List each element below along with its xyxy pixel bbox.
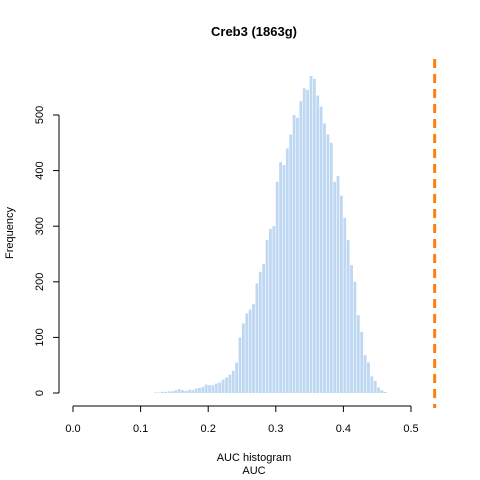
histogram-bar xyxy=(329,142,333,393)
histogram-bar xyxy=(377,387,380,393)
histogram-bar xyxy=(245,313,249,393)
histogram-bar xyxy=(235,362,239,393)
histogram-bar xyxy=(154,392,157,394)
histogram-bar xyxy=(262,264,266,393)
histogram-bar xyxy=(340,195,343,393)
histogram-bar xyxy=(306,89,309,393)
histogram-bar xyxy=(353,281,357,393)
histogram-bar xyxy=(208,385,211,393)
histogram-bar xyxy=(201,386,205,393)
y-axis-label: Frequency xyxy=(4,207,16,259)
histogram-bar xyxy=(221,379,225,393)
histogram-bar xyxy=(299,101,303,393)
histogram-bar xyxy=(292,115,296,393)
histogram-bar xyxy=(265,240,269,393)
histogram-bar xyxy=(214,383,218,393)
histogram-bar xyxy=(346,240,350,393)
histogram-bar xyxy=(225,377,228,393)
y-tick-label: 300 xyxy=(34,217,46,235)
histogram-bar xyxy=(302,88,306,393)
histogram-bar xyxy=(252,304,255,393)
histogram-bar xyxy=(336,176,340,393)
histogram-bar xyxy=(184,390,188,393)
histogram-bar xyxy=(187,389,191,393)
histogram-bar xyxy=(312,78,316,394)
histogram-bar xyxy=(326,134,330,393)
histogram-bar xyxy=(323,123,326,393)
histogram-bar xyxy=(238,337,242,393)
histogram-bar xyxy=(204,384,208,393)
histogram-bar xyxy=(198,388,201,393)
histogram-bar xyxy=(167,391,171,393)
chart-title: Creb3 (1863g) xyxy=(211,24,297,39)
y-tick-label: 400 xyxy=(34,161,46,179)
histogram-bar xyxy=(255,283,259,393)
histogram-bar xyxy=(309,76,313,393)
x-tick-label: 0.4 xyxy=(336,423,351,435)
histogram-bar xyxy=(275,181,279,393)
y-tick-label: 200 xyxy=(34,273,46,291)
x-tick-label: 0.3 xyxy=(268,423,283,435)
histogram-bar xyxy=(367,362,370,393)
histogram-bar xyxy=(285,148,289,393)
histogram-bar xyxy=(258,271,262,393)
histogram-bar xyxy=(157,392,161,394)
histogram-bar xyxy=(319,106,323,393)
histogram-bar xyxy=(350,265,353,393)
x-tick-label: 0.1 xyxy=(133,423,148,435)
y-tick-label: 0 xyxy=(34,390,46,396)
x-axis: 0.0 0.1 0.2 0.3 0.4 0.5 xyxy=(65,405,419,435)
histogram-bar xyxy=(289,134,293,393)
x-tick-label: 0.5 xyxy=(403,423,418,435)
histogram-bar xyxy=(380,390,384,393)
x-axis-label-line2: AUC xyxy=(242,465,265,477)
x-tick-label: 0.0 xyxy=(65,423,80,435)
y-axis: 0 100 200 300 400 500 xyxy=(34,106,60,396)
histogram-bar xyxy=(211,385,215,393)
y-tick-label: 100 xyxy=(34,328,46,346)
histogram-bar xyxy=(174,390,178,393)
histogram-bar xyxy=(333,181,337,393)
histogram-bar xyxy=(248,309,252,393)
histogram-bar xyxy=(282,165,286,393)
y-tick-label: 500 xyxy=(34,106,46,124)
histogram-bar xyxy=(296,117,299,393)
histogram-bar xyxy=(272,226,276,393)
histogram-bar xyxy=(231,370,235,393)
histogram-bar xyxy=(218,382,222,393)
histogram-bar xyxy=(164,391,168,393)
histogram-bar xyxy=(279,162,282,393)
histogram-bar xyxy=(269,228,272,393)
histogram-bars xyxy=(154,76,387,394)
histogram-bar xyxy=(373,380,377,393)
histogram-bar xyxy=(363,355,367,393)
histogram-bar xyxy=(194,388,198,393)
histogram-bar xyxy=(228,374,232,393)
histogram-bar xyxy=(383,391,387,393)
histogram-bar xyxy=(191,390,195,393)
histogram-bar xyxy=(356,315,360,393)
histogram-bar xyxy=(160,391,164,393)
x-axis-label-line1: AUC histogram xyxy=(217,452,292,464)
histogram-bar xyxy=(370,376,374,393)
histogram-bar xyxy=(360,331,364,393)
histogram-bar xyxy=(177,389,181,393)
histogram-bar xyxy=(171,391,174,393)
histogram-bar xyxy=(181,390,184,393)
histogram-bar xyxy=(343,217,347,393)
histogram-bar xyxy=(242,323,245,393)
x-tick-label: 0.2 xyxy=(201,423,216,435)
histogram-bar xyxy=(316,95,320,393)
